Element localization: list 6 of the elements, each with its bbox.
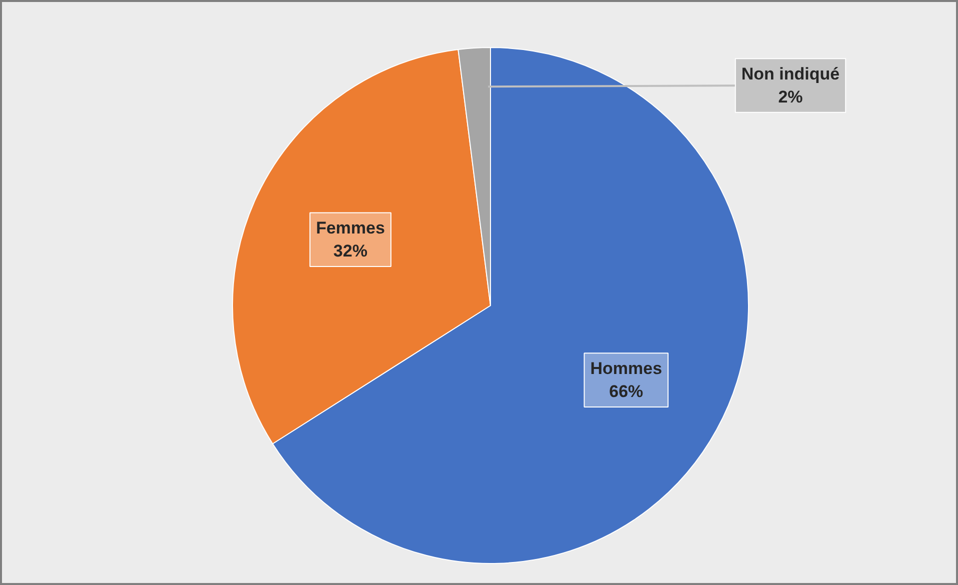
data-label: 2% (778, 87, 803, 106)
slice-label: Femmes (316, 218, 385, 238)
data-label: 32% (333, 241, 368, 260)
data-label: 66% (609, 382, 644, 401)
slice-label: Hommes (590, 359, 662, 378)
slice-label: Non indiqué (741, 64, 840, 84)
